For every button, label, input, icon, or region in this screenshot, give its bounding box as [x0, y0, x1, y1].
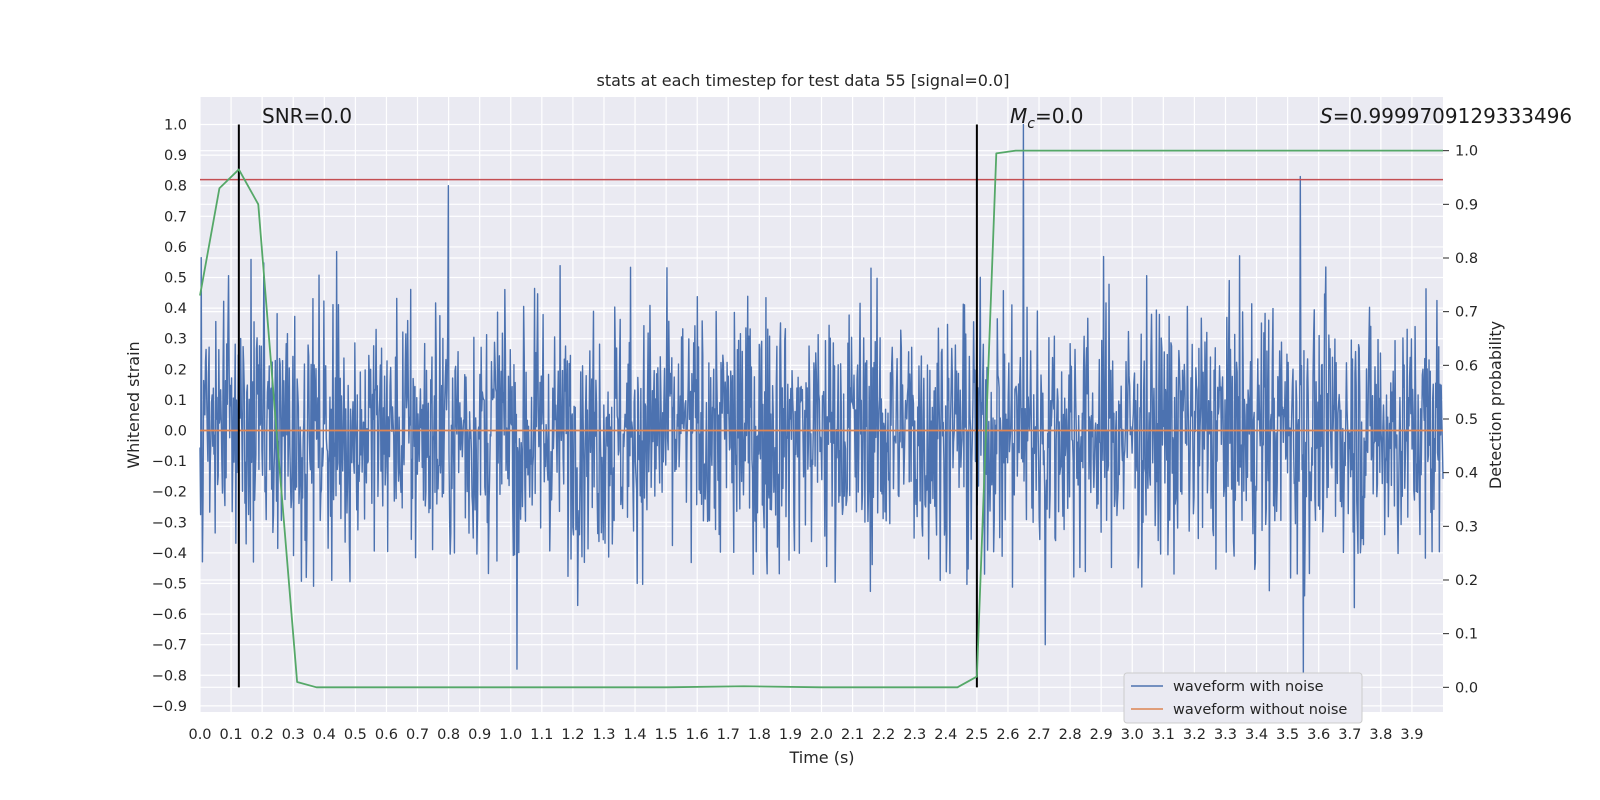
- x-tick-label: 2.2: [872, 727, 895, 743]
- y-tick-label: 0.1: [164, 393, 187, 409]
- y2-tick-label: 0.9: [1455, 197, 1478, 213]
- x-tick-label: 1.0: [499, 727, 522, 743]
- s-annotation: S=0.9999709129333496: [1320, 104, 1572, 128]
- y2-tick-label: 0.2: [1455, 573, 1478, 589]
- x-tick-label: 1.7: [717, 727, 740, 743]
- y-tick-label: 0.3: [164, 332, 187, 348]
- x-tick-label: 2.4: [934, 727, 957, 743]
- y-axis-label: Whitened strain: [124, 341, 143, 468]
- y2-tick-labels: 1.0 0.9 0.8 0.7 0.6 0.5 0.4 0.3 0.2 0.1 0.0: [1443, 144, 1478, 696]
- x-tick-label: 2.3: [903, 727, 926, 743]
- x-tick-label: 3.1: [1152, 727, 1175, 743]
- x-tick-label: 0.3: [282, 727, 305, 743]
- y2-tick-label: 0.3: [1455, 519, 1478, 535]
- x-tick-label: 1.8: [748, 727, 771, 743]
- x-tick-label: 1.1: [530, 727, 553, 743]
- x-tick-label: 3.9: [1400, 727, 1423, 743]
- snr-annotation: SNR=0.0: [262, 104, 352, 128]
- x-tick-label: 0.8: [437, 727, 460, 743]
- y-tick-label: 0.5: [164, 271, 187, 287]
- y-tick-label: 0.8: [164, 179, 187, 195]
- x-tick-label: 3.4: [1245, 727, 1268, 743]
- x-tick-label: 3.6: [1307, 727, 1330, 743]
- legend-label-noise: waveform with noise: [1173, 679, 1324, 695]
- y-tick-label: −0.6: [152, 607, 187, 623]
- x-tick-label: 2.9: [1090, 727, 1113, 743]
- chart-lines: [199, 124, 1443, 689]
- y-tick-label: 0.7: [164, 209, 187, 225]
- legend: waveform with noise waveform without noi…: [1123, 672, 1363, 724]
- x-tick-label: 2.8: [1059, 727, 1082, 743]
- y2-tick-label: 0.5: [1455, 412, 1478, 428]
- waveform-with-noise-line: [199, 123, 1444, 676]
- x-tick-label: 0.1: [220, 727, 243, 743]
- x-tick-label: 3.0: [1121, 727, 1144, 743]
- x-tick-label: 1.9: [779, 727, 802, 743]
- x-tick-label: 0.7: [406, 727, 429, 743]
- chart-title: stats at each timestep for test data 55 …: [597, 71, 1010, 90]
- y2-tick-label: 0.6: [1455, 358, 1478, 374]
- y2-tick-label: 0.0: [1455, 680, 1478, 696]
- x-tick-label: 2.7: [1027, 727, 1050, 743]
- y-tick-labels: 1.0 0.9 0.8 0.7 0.6 0.5 0.4 0.3 0.2 0.1 0.0 −0.1 −0.…: [152, 118, 187, 715]
- y-tick-label: 0.6: [164, 240, 187, 256]
- x-tick-label: 2.5: [965, 727, 988, 743]
- x-tick-label: 0.0: [188, 727, 211, 743]
- y-tick-label: −0.1: [152, 454, 187, 470]
- x-tick-label: 1.6: [686, 727, 709, 743]
- y-tick-label: −0.4: [152, 546, 187, 562]
- x-tick-label: 0.9: [468, 727, 491, 743]
- detection-probability-line: [199, 149, 1443, 689]
- y-tick-label: −0.5: [152, 576, 187, 592]
- y-tick-label: 0.2: [164, 362, 187, 378]
- x-tick-label: 2.1: [841, 727, 864, 743]
- legend-label-clean: waveform without noise: [1173, 702, 1347, 718]
- x-tick-label: 1.2: [561, 727, 584, 743]
- x-tick-label: 0.4: [313, 727, 336, 743]
- series-waveform-with-noise: [199, 123, 1444, 676]
- y2-axis-label: Detection probability: [1486, 321, 1505, 489]
- x-tick-label: 3.2: [1183, 727, 1206, 743]
- x-tick-label: 3.3: [1214, 727, 1237, 743]
- x-tick-label: 3.5: [1276, 727, 1299, 743]
- y-tick-label: −0.2: [152, 485, 187, 501]
- x-tick-label: 1.3: [592, 727, 615, 743]
- y-tick-label: −0.8: [152, 668, 187, 684]
- x-tick-label: 1.5: [655, 727, 678, 743]
- x-tick-label: 0.2: [251, 727, 274, 743]
- y2-tick-label: 0.8: [1455, 251, 1478, 267]
- y-tick-label: −0.3: [152, 515, 187, 531]
- x-tick-label: 2.6: [996, 727, 1019, 743]
- y-tick-label: 0.0: [164, 424, 187, 440]
- y2-tick-label: 0.1: [1455, 627, 1478, 643]
- y2-tick-label: 0.4: [1455, 466, 1478, 482]
- x-tick-label: 1.4: [624, 727, 647, 743]
- y-tick-label: 0.9: [164, 148, 187, 164]
- x-tick-label: 3.7: [1338, 727, 1361, 743]
- x-tick-labels: 0.0 0.1 0.2 0.3 0.4 0.5 0.6 0.7 0.8 0.9 1.0 1.1 1.2 1…: [188, 727, 1423, 743]
- x-tick-label: 0.5: [344, 727, 367, 743]
- y-tick-label: −0.7: [152, 638, 187, 654]
- x-tick-label: 0.6: [375, 727, 398, 743]
- y-tick-label: 1.0: [164, 118, 187, 134]
- y2-tick-label: 1.0: [1455, 144, 1478, 160]
- y-tick-label: 0.4: [164, 301, 187, 317]
- x-tick-label: 2.0: [810, 727, 833, 743]
- legend-box: [1123, 672, 1363, 724]
- mc-annotation: Mc=0.0: [1010, 104, 1084, 132]
- x-axis-label: Time (s): [788, 748, 854, 767]
- x-tick-label: 3.8: [1369, 727, 1392, 743]
- y-tick-label: −0.9: [152, 699, 187, 715]
- y2-tick-label: 0.7: [1455, 305, 1478, 321]
